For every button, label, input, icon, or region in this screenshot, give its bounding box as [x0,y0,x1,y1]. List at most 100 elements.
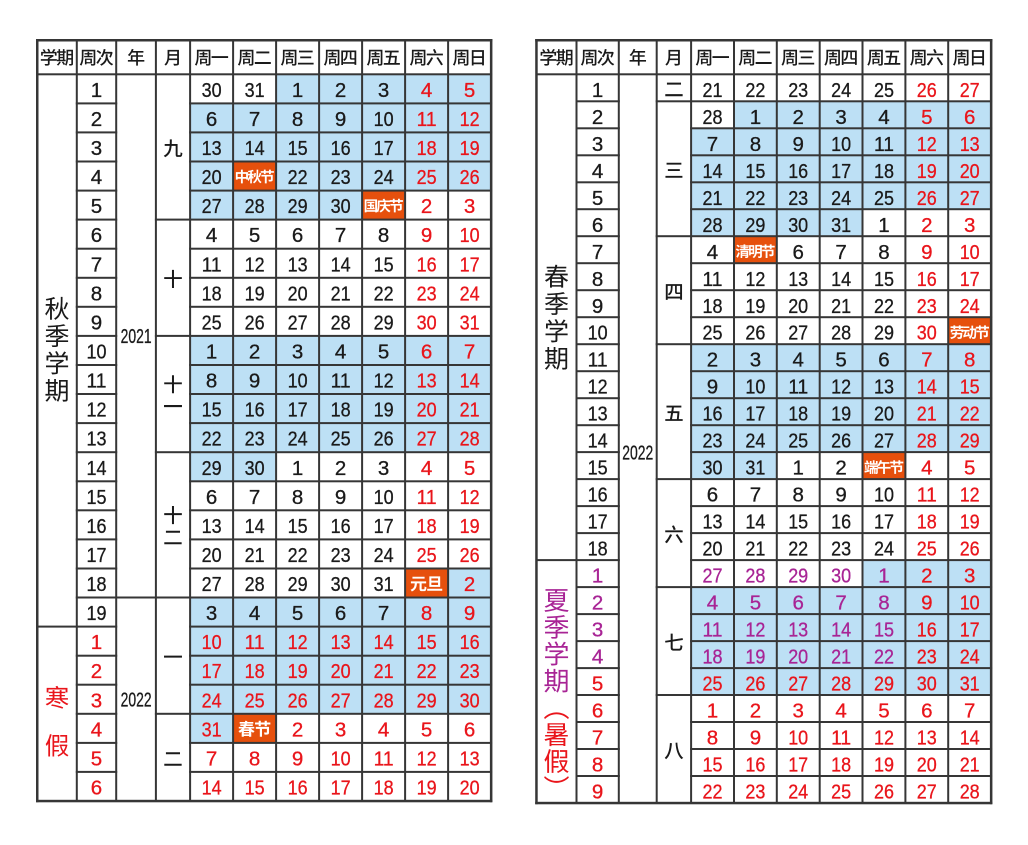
svg-text:7: 7 [835,241,846,264]
svg-text:5: 5 [964,457,975,480]
svg-text:20: 20 [788,295,808,318]
svg-text:19: 19 [288,660,308,683]
svg-text:28: 28 [245,573,265,596]
svg-text:11: 11 [245,631,265,654]
svg-text:27: 27 [202,573,222,596]
svg-text:25: 25 [703,322,723,345]
svg-text:4: 4 [878,106,889,129]
svg-text:22: 22 [874,295,894,318]
svg-text:23: 23 [460,660,480,683]
svg-text:10: 10 [874,484,894,507]
svg-text:1: 1 [707,700,718,723]
svg-text:1: 1 [750,106,761,129]
svg-text:2: 2 [592,106,603,129]
svg-text:10: 10 [788,727,808,750]
svg-text:2: 2 [335,457,346,480]
svg-text:21: 21 [960,754,980,777]
svg-text:21: 21 [703,79,723,102]
svg-text:21: 21 [374,660,394,683]
svg-text:12: 12 [374,370,394,393]
svg-text:24: 24 [460,282,480,305]
svg-text:7: 7 [378,602,389,625]
svg-text:2: 2 [921,214,932,237]
svg-text:13: 13 [417,370,437,393]
svg-text:31: 31 [745,457,765,480]
svg-text:4: 4 [707,241,718,264]
svg-text:8: 8 [378,224,389,247]
svg-text:9: 9 [335,486,346,509]
svg-text:22: 22 [417,660,437,683]
svg-text:17: 17 [960,619,980,642]
svg-text:2: 2 [249,341,260,364]
svg-text:16: 16 [745,754,765,777]
svg-text:10: 10 [588,322,608,345]
svg-text:6: 6 [792,241,803,264]
svg-text:28: 28 [245,195,265,218]
svg-text:25: 25 [831,781,851,804]
svg-text:15: 15 [588,457,608,480]
svg-text:4: 4 [91,166,102,189]
svg-text:9: 9 [421,224,432,247]
svg-text:6: 6 [964,106,975,129]
svg-text:8: 8 [792,484,803,507]
svg-text:11: 11 [831,727,851,750]
svg-text:9: 9 [835,484,846,507]
svg-text:13: 13 [703,511,723,534]
svg-text:20: 20 [202,544,222,567]
svg-text:24: 24 [960,295,980,318]
svg-text:11: 11 [788,376,808,399]
svg-text:15: 15 [874,619,894,642]
svg-text:20: 20 [460,777,480,800]
svg-text:27: 27 [788,322,808,345]
svg-text:20: 20 [331,660,351,683]
svg-text:10: 10 [960,241,980,264]
svg-text:6: 6 [592,700,603,723]
svg-text:12: 12 [87,399,107,422]
svg-text:17: 17 [788,754,808,777]
svg-text:23: 23 [331,544,351,567]
svg-text:21: 21 [831,646,851,669]
svg-text:1: 1 [292,457,303,480]
svg-text:15: 15 [374,253,394,276]
svg-text:20: 20 [202,166,222,189]
svg-text:24: 24 [745,430,765,453]
svg-text:12: 12 [245,253,265,276]
svg-text:14: 14 [917,376,937,399]
svg-text:30: 30 [417,311,437,334]
svg-text:27: 27 [202,195,222,218]
svg-text:20: 20 [417,399,437,422]
svg-text:24: 24 [960,646,980,669]
svg-text:2: 2 [464,573,475,596]
svg-text:9: 9 [91,311,102,334]
svg-text:1: 1 [592,565,603,588]
svg-text:4: 4 [378,718,389,741]
svg-text:10: 10 [745,376,765,399]
svg-text:24: 24 [831,187,851,210]
svg-text:28: 28 [745,565,765,588]
svg-text:27: 27 [788,673,808,696]
svg-text:17: 17 [331,777,351,800]
svg-text:17: 17 [202,660,222,683]
svg-text:17: 17 [374,515,394,538]
svg-text:13: 13 [788,619,808,642]
svg-text:5: 5 [750,592,761,615]
svg-text:17: 17 [831,160,851,183]
svg-text:30: 30 [788,214,808,237]
svg-text:3: 3 [592,619,603,642]
svg-text:29: 29 [202,457,222,480]
svg-text:26: 26 [460,166,480,189]
svg-text:13: 13 [202,515,222,538]
svg-text:30: 30 [917,673,937,696]
svg-text:20: 20 [960,160,980,183]
svg-text:26: 26 [745,673,765,696]
svg-text:21: 21 [460,399,480,422]
svg-text:4: 4 [421,79,432,102]
svg-text:3: 3 [750,349,761,372]
svg-text:22: 22 [288,166,308,189]
svg-text:14: 14 [460,370,480,393]
svg-text:13: 13 [87,428,107,451]
svg-text:5: 5 [421,718,432,741]
svg-text:27: 27 [960,79,980,102]
svg-text:31: 31 [202,718,222,741]
svg-text:31: 31 [245,79,265,102]
